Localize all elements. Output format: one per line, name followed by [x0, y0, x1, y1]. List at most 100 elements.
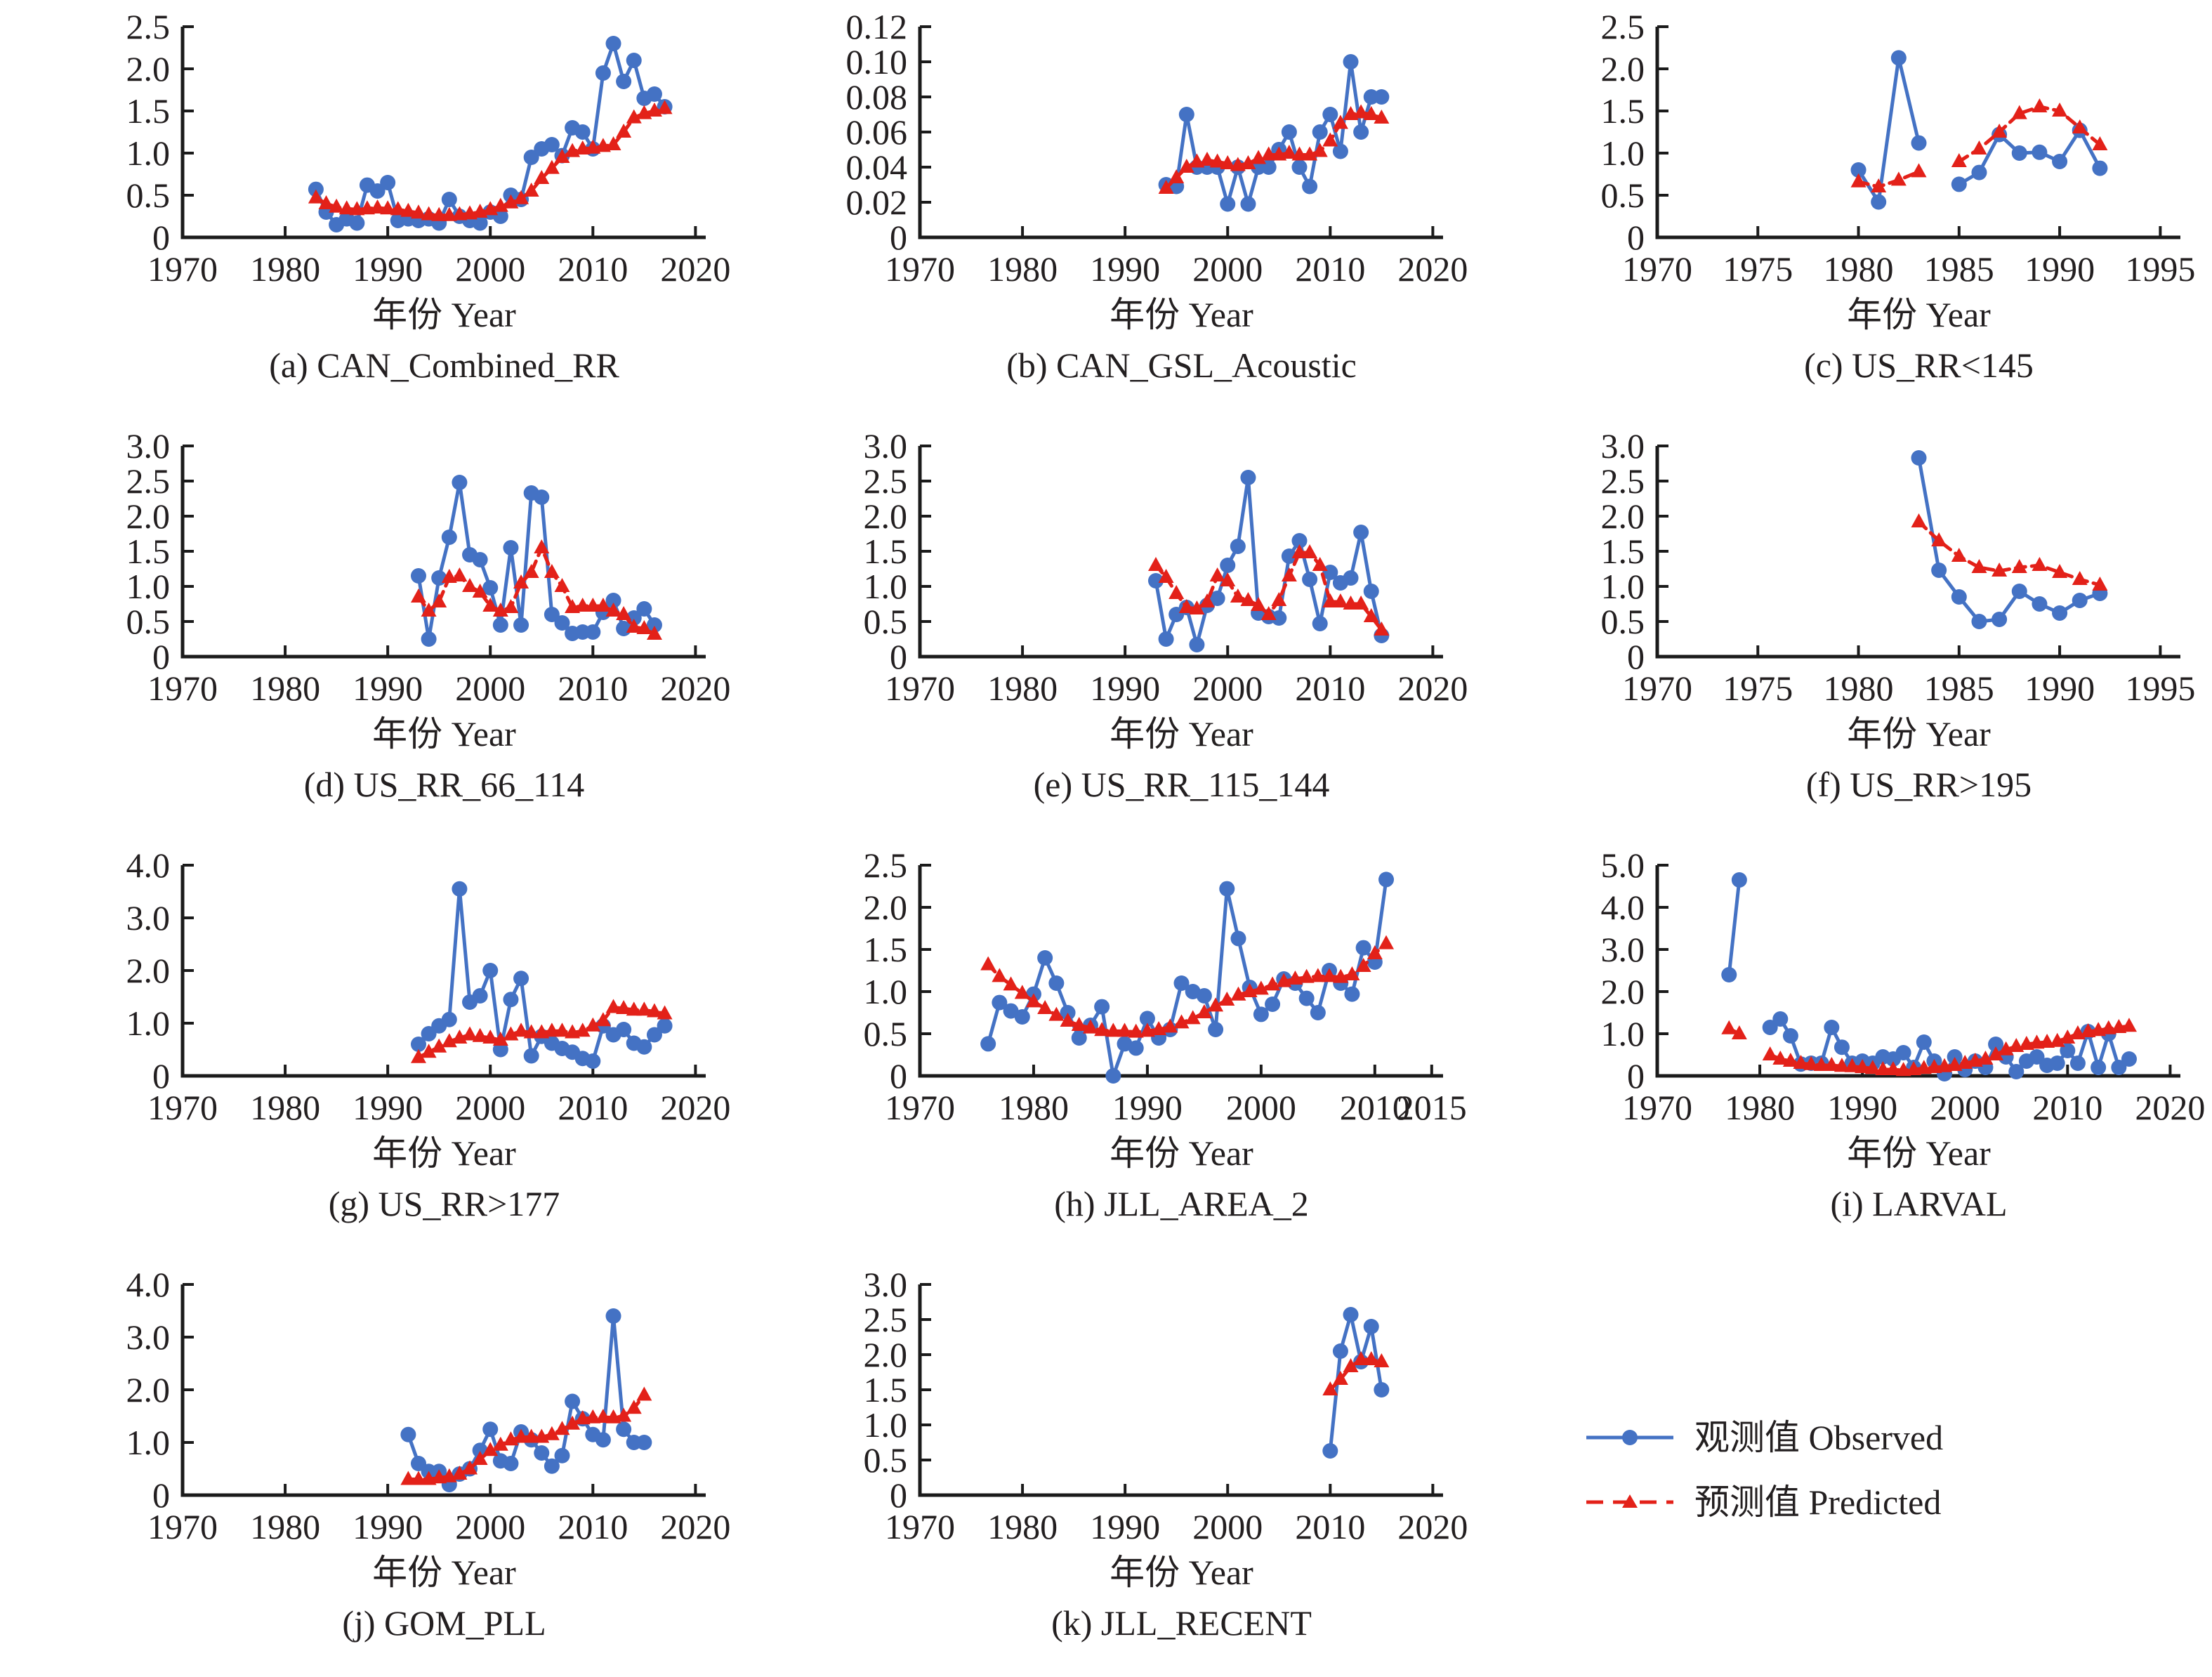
- svg-text:2020: 2020: [1397, 249, 1468, 289]
- x-axis-label: 年份 Year: [1110, 714, 1253, 754]
- chart-panel-f: 0 0.5 1.0 1.5 2.0 2.5 3.0 1970 1975 1980 1985 1990 1…: [1475, 419, 2212, 838]
- svg-text:2010: 2010: [558, 1088, 628, 1127]
- svg-text:0: 0: [152, 218, 170, 257]
- x-axis-label: 年份 Year: [1847, 714, 1991, 754]
- chart-caption: (b) CAN_GSL_Acoustic: [1006, 346, 1357, 385]
- svg-text:1970: 1970: [885, 669, 955, 708]
- chart-caption: (g) US_RR>177: [328, 1184, 560, 1223]
- svg-text:2.0: 2.0: [126, 1370, 171, 1409]
- chart-canvas-i: 01.02.03.04.05.0 1970 1980 1990 2000 2010 2020: [1601, 846, 2206, 1127]
- svg-text:1980: 1980: [250, 1088, 320, 1127]
- legend-label-observed: 观测值 Observed: [1694, 1418, 1944, 1457]
- svg-text:2.0: 2.0: [1601, 972, 1645, 1011]
- svg-text:2010: 2010: [1340, 1088, 1410, 1127]
- chart-panel-k: 0 0.5 1.0 1.5 2.0 2.5 3.0 1970 1980 1990 2000 2010 2…: [737, 1258, 1475, 1677]
- svg-text:1.0: 1.0: [126, 133, 171, 173]
- svg-text:0.5: 0.5: [1601, 176, 1645, 215]
- svg-text:1990: 1990: [1090, 1507, 1160, 1546]
- chart-panel-e: 0 0.5 1.0 1.5 2.0 2.5 3.0 1970 1980 1990 2000 2010 2…: [737, 419, 1475, 838]
- svg-text:0: 0: [1627, 218, 1645, 257]
- svg-text:1980: 1980: [1725, 1088, 1795, 1127]
- svg-text:3.0: 3.0: [1601, 930, 1645, 969]
- svg-text:1980: 1980: [250, 249, 320, 289]
- svg-text:3.0: 3.0: [126, 898, 171, 938]
- svg-text:2010: 2010: [558, 669, 628, 708]
- legend-item-observed: 观测值 Observed: [1584, 1418, 2212, 1457]
- svg-text:2000: 2000: [455, 669, 525, 708]
- observed-line-icon: [1586, 1430, 1673, 1445]
- svg-text:2010: 2010: [1295, 249, 1365, 289]
- chart-canvas-a: 00.51.01.52.02.5 1970 1980 1990 2000 2010 2020: [126, 7, 731, 289]
- svg-text:1.0: 1.0: [1601, 133, 1645, 173]
- chart-canvas-d: 00.51.01.52.02.53.0 1970 1980 1990 2000 2010 2…: [126, 426, 731, 708]
- svg-text:2020: 2020: [660, 669, 730, 708]
- svg-text:1980: 1980: [987, 249, 1058, 289]
- svg-text:2000: 2000: [1930, 1088, 2000, 1127]
- x-axis-label: 年份 Year: [1847, 1133, 1991, 1173]
- svg-text:1985: 1985: [1924, 669, 1994, 708]
- svg-text:1.0: 1.0: [1601, 1014, 1645, 1053]
- x-axis-label: 年份 Year: [372, 1133, 516, 1173]
- svg-text:1990: 1990: [1827, 1088, 1897, 1127]
- chart-canvas-b: 00.020.040.060.080.100.12 1970 1980 1990 200…: [846, 7, 1468, 289]
- svg-text:2010: 2010: [1295, 669, 1365, 708]
- chart-panel-i: 0 1.0 2.0 3.0 4.0 5.0 1970 1980 1990 2000 2010 2020…: [1475, 838, 2212, 1258]
- x-axis-label: 年份 Year: [372, 714, 516, 754]
- svg-text:0: 0: [890, 637, 907, 676]
- svg-text:2.5: 2.5: [1601, 7, 1645, 46]
- chart-caption: (h) JLL_AREA_2: [1054, 1184, 1309, 1223]
- svg-text:2020: 2020: [660, 1507, 730, 1546]
- x-axis-label: 年份 Year: [372, 1553, 516, 1592]
- svg-text:1970: 1970: [147, 1507, 218, 1546]
- svg-text:1.5: 1.5: [864, 532, 908, 571]
- svg-text:0: 0: [890, 1475, 907, 1515]
- chart-panel-g: 0 1.0 2.0 3.0 4.0 1970 1980 1990 2000 2010 2020 年份…: [0, 838, 737, 1258]
- x-axis-label: 年份 Year: [1110, 1553, 1253, 1592]
- svg-text:1.5: 1.5: [1601, 91, 1645, 131]
- svg-text:1995: 1995: [2125, 669, 2195, 708]
- svg-text:1980: 1980: [1824, 669, 1894, 708]
- svg-text:2020: 2020: [1397, 669, 1468, 708]
- chart-canvas-k: 00.51.01.52.02.53.0 1970 1980 1990 2000 2010 2…: [864, 1265, 1468, 1546]
- svg-text:0: 0: [1627, 637, 1645, 676]
- chart-caption: (k) JLL_RECENT: [1051, 1603, 1312, 1643]
- svg-text:2000: 2000: [1192, 1507, 1263, 1546]
- svg-text:3.0: 3.0: [1601, 426, 1645, 466]
- svg-text:2000: 2000: [455, 249, 525, 289]
- svg-text:1980: 1980: [999, 1088, 1069, 1127]
- svg-text:1.0: 1.0: [864, 972, 908, 1011]
- chart-panel-d: 0 0.5 1.0 1.5 2.0 2.5 3.0 1970 1980 1990 2000 2010 2…: [0, 419, 737, 838]
- svg-text:2000: 2000: [455, 1507, 525, 1546]
- svg-text:2.0: 2.0: [126, 496, 171, 536]
- svg-text:2000: 2000: [1192, 669, 1263, 708]
- svg-text:3.0: 3.0: [864, 1265, 908, 1304]
- svg-text:1980: 1980: [250, 669, 320, 708]
- predicted-line-icon: [1586, 1494, 1673, 1508]
- svg-text:0: 0: [152, 1056, 170, 1096]
- svg-text:3.0: 3.0: [126, 426, 171, 466]
- chart-caption: (a) CAN_Combined_RR: [269, 346, 619, 385]
- svg-text:0.04: 0.04: [846, 147, 908, 187]
- svg-text:2015: 2015: [1397, 1088, 1467, 1127]
- svg-text:2.5: 2.5: [1601, 461, 1645, 501]
- svg-text:1980: 1980: [987, 669, 1058, 708]
- x-axis-label: 年份 Year: [1110, 1133, 1253, 1173]
- svg-text:2.5: 2.5: [864, 846, 908, 885]
- svg-text:1990: 1990: [353, 1088, 423, 1127]
- svg-text:0.5: 0.5: [864, 1014, 908, 1053]
- svg-text:2.5: 2.5: [864, 1300, 908, 1339]
- chart-caption: (j) GOM_PLL: [342, 1603, 546, 1643]
- svg-text:1970: 1970: [147, 1088, 218, 1127]
- svg-text:1970: 1970: [147, 669, 218, 708]
- svg-text:1.0: 1.0: [126, 1004, 171, 1043]
- svg-text:0.08: 0.08: [846, 77, 908, 117]
- svg-text:1.0: 1.0: [864, 1405, 908, 1445]
- svg-text:2010: 2010: [558, 1507, 628, 1546]
- svg-text:0: 0: [890, 218, 907, 257]
- svg-text:1.0: 1.0: [126, 567, 171, 606]
- svg-text:2020: 2020: [1397, 1507, 1468, 1546]
- chart-panel-h: 0 0.5 1.0 1.5 2.0 2.5 1970 1980 1990 2000 2010 2015…: [737, 838, 1475, 1258]
